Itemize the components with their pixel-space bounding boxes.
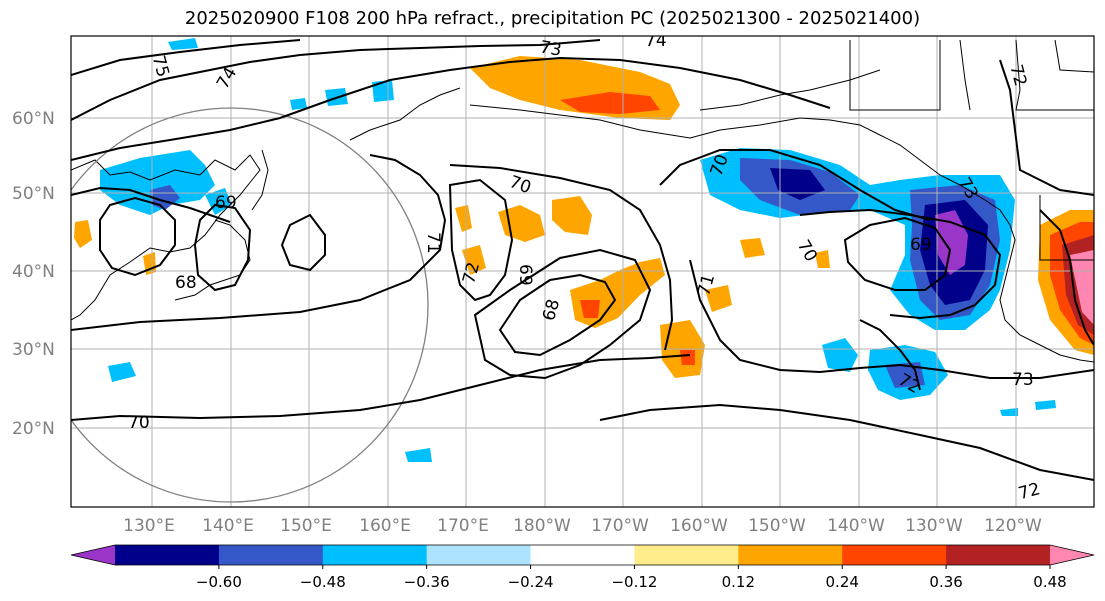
lat-label: 60°N [12, 109, 55, 129]
colorbar-extend-min [71, 545, 115, 565]
lon-label: 130°E [123, 516, 175, 536]
colorbar-tick-label: 0.48 [1033, 573, 1066, 591]
contour-label: 70 [128, 413, 150, 433]
contour-label: 71 [423, 232, 443, 254]
colorbar [70, 544, 1095, 566]
lon-label: 170°W [591, 516, 649, 536]
lon-label: 150°W [748, 516, 806, 536]
lon-label: 180°W [513, 516, 571, 536]
lat-label: 40°N [12, 262, 55, 282]
contour-label: 74 [645, 31, 667, 51]
colorbar-segment [530, 545, 635, 565]
colorbar-tick-label: 0.24 [826, 573, 859, 591]
colorbar-extend-max [1050, 545, 1094, 565]
lat-label: 50°N [12, 184, 55, 204]
colorbar-outline [70, 544, 1095, 566]
lon-label: 160°E [359, 516, 411, 536]
colorbar-tick-label: −0.36 [404, 573, 450, 591]
colorbar-segment [738, 545, 843, 565]
lon-label: 140°E [202, 516, 254, 536]
range-circle [71, 107, 429, 503]
lon-label: 170°E [437, 516, 489, 536]
contour-label: 69 [515, 264, 535, 286]
colorbar-tick-label: −0.24 [508, 573, 554, 591]
lon-label: 160°W [670, 516, 728, 536]
lat-label: 30°N [12, 340, 55, 360]
colorbar-segment [946, 545, 1051, 565]
lat-label: 20°N [12, 419, 55, 439]
colorbar-tick-label: −0.48 [300, 573, 346, 591]
lon-label: 130°W [905, 516, 963, 536]
contour-label: 69 [910, 235, 932, 255]
coastlines [71, 39, 1094, 363]
refractivity-contours [71, 39, 1094, 481]
longitude-labels: 130°E 140°E 150°E 160°E 170°E 180°W 170°… [123, 516, 1042, 536]
colorbar-tick-label: −0.12 [611, 573, 657, 591]
lon-label: 150°E [280, 516, 332, 536]
contour-labels: 75 74 73 74 72 70 69 68 71 72 69 68 71 7… [128, 31, 1042, 504]
colorbar-segment [322, 545, 428, 565]
colorbar-tick-label: 0.12 [722, 573, 755, 591]
latitude-labels: 60°N 50°N 40°N 30°N 20°N [12, 109, 55, 439]
contour-label: 73 [1012, 370, 1034, 390]
colorbar-segment [218, 545, 324, 565]
colorbar-segment [115, 545, 220, 565]
colorbar-segment [634, 545, 739, 565]
colorbar-segment [842, 545, 947, 565]
contour-label: 69 [215, 193, 237, 213]
lon-label: 120°W [984, 516, 1042, 536]
colorbar-tick-labels: −0.60 −0.48 −0.36 −0.24 −0.12 0.12 0.24 0.36 0.4… [196, 565, 1067, 591]
colorbar-tick-label: −0.60 [196, 573, 242, 591]
colorbar-segment [426, 545, 532, 565]
contour-label: 73 [538, 37, 563, 60]
colorbar-tick-label: 0.36 [929, 573, 962, 591]
lon-label: 140°W [827, 516, 885, 536]
map-title: 2025020900 F108 200 hPa refract., precip… [184, 8, 921, 29]
contour-label: 68 [175, 273, 197, 293]
map-frame [70, 35, 1095, 508]
